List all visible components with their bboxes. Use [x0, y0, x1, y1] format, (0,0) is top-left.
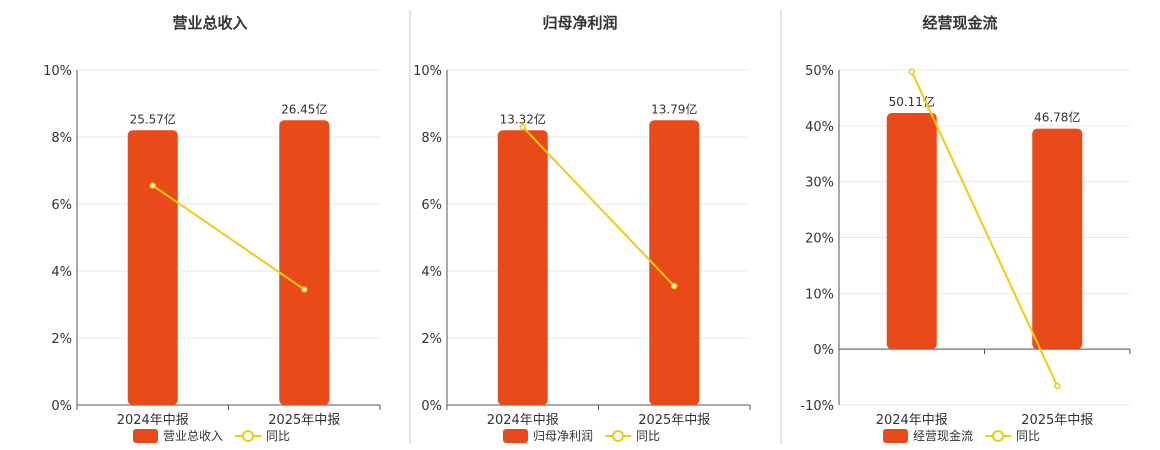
y-tick-label: 4% [421, 265, 442, 280]
legend-line-marker [992, 430, 1004, 442]
legend-bar-swatch [133, 429, 158, 443]
bar [279, 120, 330, 405]
x-tick-label: 2024年中报 [487, 413, 559, 428]
legend-bar-swatch [503, 429, 528, 443]
y-tick-label: 0% [813, 343, 834, 358]
yoy-line [522, 126, 675, 287]
bar [649, 120, 700, 405]
y-tick-label: 6% [51, 198, 72, 213]
legend-line-marker [242, 430, 254, 442]
legend-bar-label: 营业总收入 [163, 429, 223, 443]
x-tick-label: 2025年中报 [638, 413, 710, 428]
legend-bar-label: 归母净利润 [533, 429, 593, 443]
yoy-point [908, 68, 915, 75]
legend-line-marker [612, 430, 624, 442]
bar-value-label: 13.79亿 [651, 101, 697, 116]
chart-title: 归母净利润 [542, 14, 617, 32]
y-tick-label: 50% [805, 64, 834, 79]
bar-value-label: 46.78亿 [1034, 110, 1080, 125]
y-tick-label: 0% [421, 399, 442, 414]
yoy-line [910, 71, 1059, 387]
yoy-line [152, 184, 305, 291]
bar-value-label: 13.32亿 [500, 111, 546, 126]
y-tick-label: 6% [421, 198, 442, 213]
y-tick-label: 8% [51, 131, 72, 146]
legend-bar-label: 经营现金流 [913, 428, 973, 443]
y-tick-label: 10% [43, 64, 72, 79]
bar-value-label: 25.57亿 [130, 111, 176, 126]
x-tick-label: 2024年中报 [876, 413, 948, 428]
y-tick-label: 4% [51, 265, 72, 280]
chart-title: 营业总收入 [172, 14, 247, 32]
y-tick-label: 10% [413, 64, 442, 79]
y-tick-label: 40% [805, 120, 834, 135]
yoy-point [519, 123, 526, 131]
legend-line-label: 同比 [1016, 429, 1040, 443]
y-tick-label: 20% [805, 232, 834, 247]
bar [127, 130, 178, 406]
chart-title: 经营现金流 [922, 14, 997, 32]
yoy-point [671, 282, 678, 290]
y-tick-label: 10% [805, 287, 834, 302]
yoy-point [301, 286, 308, 293]
bar [1032, 128, 1083, 350]
y-tick-label: 2% [421, 332, 442, 347]
x-tick-label: 2025年中报 [268, 413, 340, 428]
y-tick-label: 30% [805, 176, 834, 191]
bar [497, 130, 548, 406]
yoy-point [149, 182, 156, 189]
y-tick-label: 2% [51, 332, 72, 347]
legend-bar-swatch [883, 429, 908, 443]
y-tick-label: 8% [421, 131, 442, 146]
legend-line-label: 同比 [266, 429, 290, 443]
bar-value-label: 26.45亿 [281, 101, 327, 116]
x-tick-label: 2024年中报 [117, 413, 189, 428]
yoy-point [1054, 382, 1061, 390]
y-tick-label: -10% [800, 399, 834, 414]
legend-line-label: 同比 [636, 429, 660, 443]
bar [886, 112, 937, 350]
y-tick-label: 0% [51, 399, 72, 414]
x-tick-label: 2025年中报 [1021, 413, 1093, 428]
